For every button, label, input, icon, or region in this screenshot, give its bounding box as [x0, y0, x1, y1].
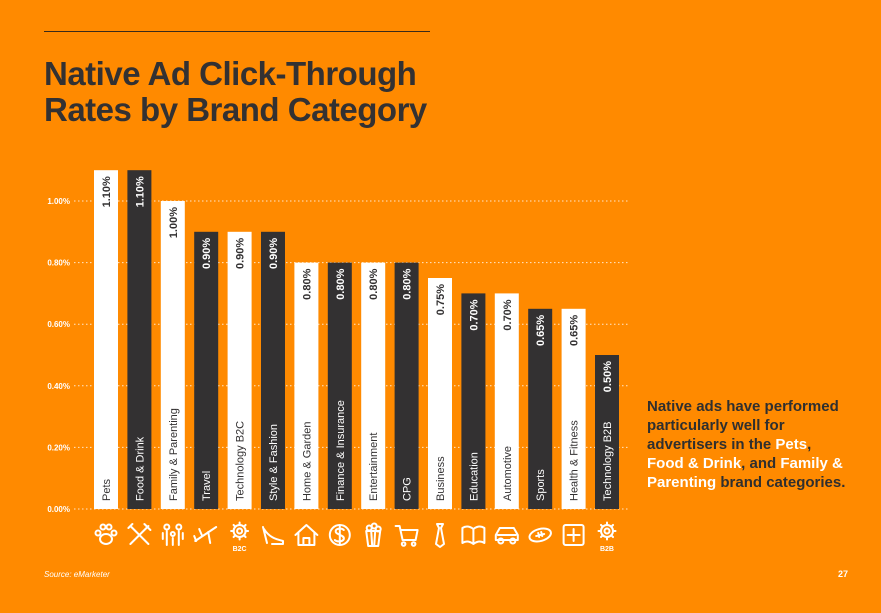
- y-tick-label: 0.40%: [47, 382, 70, 391]
- bar: [94, 170, 118, 509]
- category-label: Technology B2B: [602, 422, 614, 502]
- necktie-icon: [435, 523, 445, 548]
- bar: [327, 262, 352, 509]
- bar-value-label: 0.90%: [201, 238, 213, 269]
- bar: [361, 262, 386, 509]
- icon-caption: B2B: [600, 546, 614, 553]
- bar-value-label: 0.80%: [335, 268, 347, 299]
- bar: [461, 293, 486, 509]
- bar: [261, 231, 285, 510]
- category-label: Entertainment: [368, 433, 380, 501]
- shopping-cart-icon: [394, 525, 419, 547]
- category-label: Business: [435, 456, 447, 501]
- fork-knife-icon: [127, 523, 152, 545]
- bar-value-label: 0.80%: [368, 268, 380, 299]
- side-text-sep1: ,: [807, 436, 812, 453]
- bar-value-label: 1.00%: [168, 207, 180, 238]
- family-icon: [161, 523, 184, 546]
- category-label: Family & Parenting: [168, 408, 180, 501]
- bar-value-label: 1.10%: [134, 176, 146, 207]
- bar-value-label: 0.75%: [435, 284, 447, 315]
- bar-value-label: 0.80%: [402, 268, 414, 299]
- category-label: Finance & Insurance: [335, 400, 347, 501]
- bar: [494, 293, 519, 509]
- bar: [428, 278, 452, 509]
- category-label: Sports: [535, 469, 547, 501]
- y-tick-label: 0.60%: [47, 320, 70, 329]
- bar-value-label: 0.90%: [268, 238, 280, 269]
- side-text-intro: Native ads have performed particularly w…: [647, 398, 839, 453]
- paw-icon: [94, 523, 118, 545]
- bar: [528, 308, 553, 509]
- category-label: Pets: [101, 478, 113, 501]
- bar-value-label: 0.65%: [569, 315, 581, 346]
- y-tick-label: 0.00%: [47, 505, 70, 514]
- category-label: Technology B2C: [235, 421, 247, 501]
- side-text-pets: Pets: [775, 436, 808, 453]
- category-label: Style & Fashion: [268, 424, 280, 501]
- high-heel-icon: [262, 526, 284, 545]
- side-text: Native ads have performed particularly w…: [647, 397, 847, 492]
- gear-b2c-icon: [230, 521, 250, 541]
- bar-value-label: 0.80%: [301, 268, 313, 299]
- bar-value-label: 0.70%: [468, 299, 480, 330]
- bar-value-label: 1.10%: [101, 176, 113, 207]
- bar: [394, 262, 419, 509]
- side-text-family: Family & Parenting: [647, 455, 843, 491]
- category-label: Automotive: [502, 446, 514, 501]
- page-title: Native Ad Click-Through Rates by Brand C…: [44, 55, 427, 128]
- dollar-coin-icon: [328, 524, 351, 546]
- y-tick-label: 0.80%: [47, 259, 70, 268]
- bar-value-label: 0.50%: [602, 361, 614, 392]
- side-text-end: brand categories.: [716, 474, 846, 491]
- bar: [561, 308, 586, 509]
- page-number: 27: [838, 569, 849, 579]
- bar-value-label: 0.70%: [502, 299, 514, 330]
- bar-value-label: 0.65%: [535, 315, 547, 346]
- airplane-icon: [193, 526, 218, 544]
- bar: [194, 231, 219, 510]
- football-icon: [528, 527, 552, 543]
- source-note: Source: eMarketer: [44, 570, 110, 579]
- bar: [127, 170, 152, 509]
- side-text-food: Food & Drink: [647, 455, 742, 472]
- bar: [294, 262, 319, 509]
- icon-caption: B2C: [233, 546, 247, 553]
- car-icon: [494, 527, 519, 545]
- category-label: Travel: [201, 471, 213, 501]
- y-tick-label: 1.00%: [47, 197, 70, 206]
- category-label: Food & Drink: [134, 436, 146, 501]
- category-label: Health & Fitness: [569, 420, 581, 501]
- category-label: CPG: [402, 477, 414, 501]
- bar: [595, 355, 619, 509]
- popcorn-icon: [365, 522, 382, 547]
- category-label: Education: [468, 452, 480, 501]
- top-rule: [44, 31, 430, 32]
- category-label: Home & Garden: [301, 422, 313, 501]
- bar: [227, 231, 252, 510]
- side-text-sep2: , and: [741, 455, 781, 472]
- medical-cross-icon: [562, 524, 585, 546]
- bar-value-label: 0.90%: [235, 238, 247, 269]
- book-icon: [461, 525, 486, 545]
- y-tick-label: 0.20%: [47, 443, 70, 452]
- bar: [160, 201, 185, 509]
- gear-b2b-icon: [597, 521, 617, 541]
- house-icon: [294, 524, 319, 546]
